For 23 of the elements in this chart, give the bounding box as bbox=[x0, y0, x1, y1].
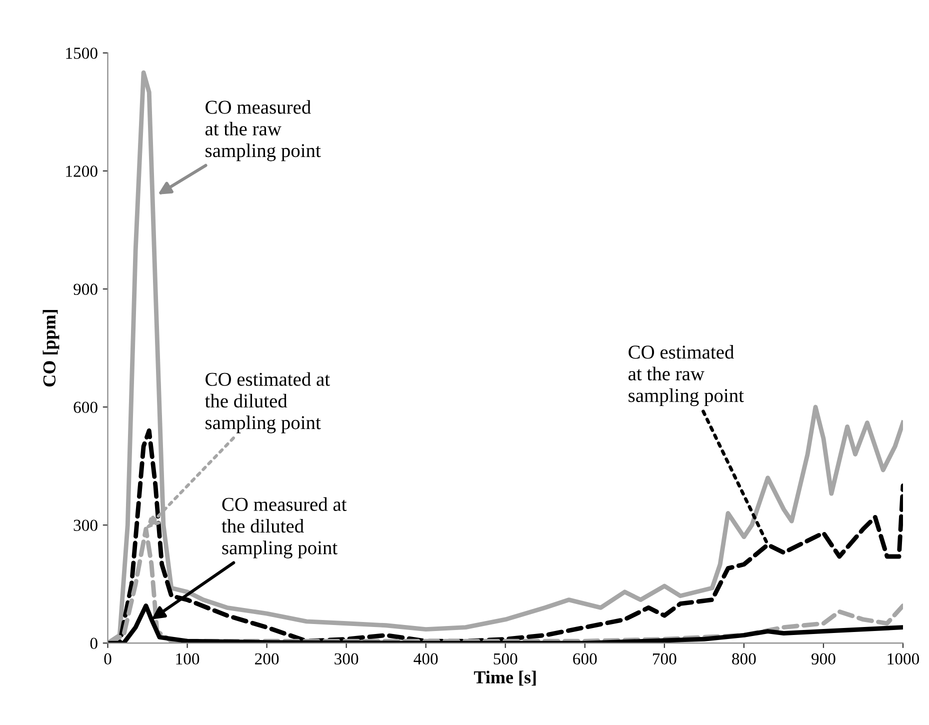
annotation: CO measured at the diluted sampling point bbox=[222, 497, 347, 558]
y-tick-label: 300 bbox=[74, 520, 98, 531]
x-tick-label: 200 bbox=[255, 653, 279, 665]
x-tick-label: 900 bbox=[812, 653, 836, 665]
x-tick-label: 500 bbox=[494, 653, 518, 665]
y-tick-label: 0 bbox=[90, 638, 98, 650]
y-tick-label: 600 bbox=[74, 402, 98, 413]
x-axis-title: Time [s] bbox=[474, 670, 536, 686]
x-tick-label: 600 bbox=[573, 653, 597, 665]
y-tick-label: 900 bbox=[74, 284, 98, 295]
y-tick-label: 1500 bbox=[66, 48, 98, 59]
x-tick-label: 300 bbox=[334, 653, 358, 665]
x-tick-label: 700 bbox=[653, 653, 676, 665]
annotation: CO measured at the raw sampling point bbox=[205, 100, 321, 162]
y-axis-title: CO [ppm] bbox=[42, 310, 60, 386]
annotation: CO estimated at the diluted sampling point bbox=[204, 372, 330, 434]
x-tick-label: 400 bbox=[414, 653, 438, 665]
x-tick-label: 0 bbox=[104, 653, 112, 665]
x-tick-label: 800 bbox=[732, 653, 756, 665]
x-tick-label: 1000 bbox=[888, 653, 920, 665]
y-tick-label: 1200 bbox=[66, 166, 98, 177]
annotation: CO estimated at the raw sampling point bbox=[628, 345, 744, 406]
x-tick-label: 100 bbox=[176, 653, 200, 665]
